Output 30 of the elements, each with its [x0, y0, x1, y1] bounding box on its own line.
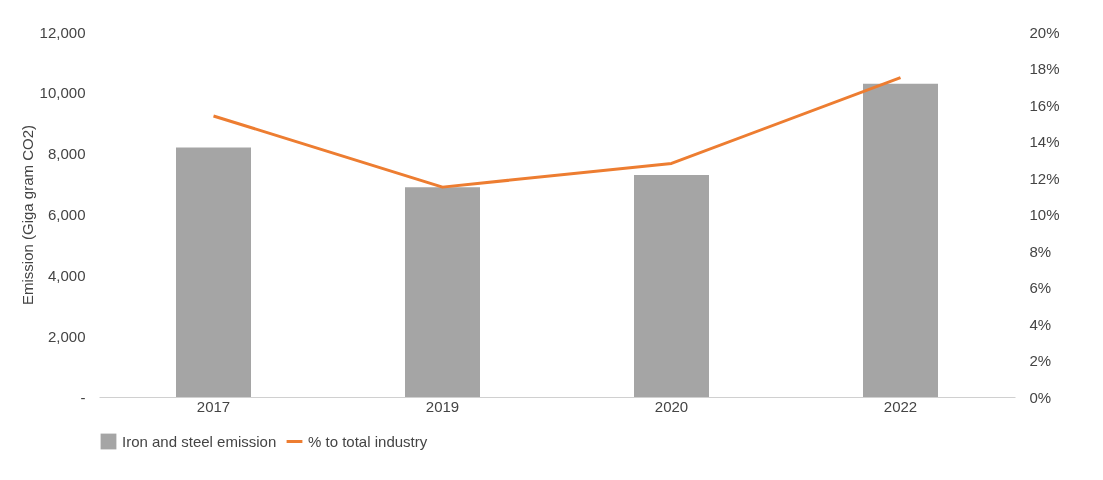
y-axis-title: Emission (Giga gram CO2)	[18, 124, 36, 306]
y2-tick-label: 12%	[1029, 169, 1060, 187]
y2-tick-label: 10%	[1029, 206, 1060, 223]
y-tick-label: 6,000	[47, 206, 86, 223]
bar	[176, 147, 251, 397]
x-tick-label: 2019	[425, 397, 460, 415]
bar	[405, 187, 480, 397]
y2-tick-label: 2%	[1029, 352, 1052, 369]
y2-tick-label: 16%	[1029, 96, 1060, 114]
y2-tick-label: 20%	[1029, 23, 1060, 41]
y2-tick-label: 14%	[1029, 133, 1060, 150]
x-tick-label: 2020	[654, 397, 689, 415]
x-tick-label: 2022	[883, 397, 918, 415]
y-tick-label: 10,000	[39, 84, 86, 102]
y2-tick-label: 6%	[1029, 279, 1052, 296]
y-tick-label: 8,000	[47, 145, 86, 163]
x-tick-label: 2017	[196, 397, 231, 415]
bar	[634, 174, 709, 397]
y2-tick-label: 8%	[1029, 242, 1052, 260]
y-tick-label: -	[80, 388, 86, 406]
bar	[863, 83, 938, 397]
y2-tick-label: 18%	[1029, 60, 1060, 77]
line-series	[212, 76, 902, 189]
y-tick-label: 4,000	[47, 266, 86, 284]
legend-label: % to total industry	[308, 432, 428, 450]
y2-tick-label: 4%	[1029, 315, 1052, 333]
y-tick-label: 2,000	[47, 327, 86, 345]
y-tick-label: 12,000	[39, 23, 86, 41]
legend-label: Iron and steel emission	[122, 432, 277, 450]
y2-tick-label: 0%	[1029, 388, 1052, 406]
